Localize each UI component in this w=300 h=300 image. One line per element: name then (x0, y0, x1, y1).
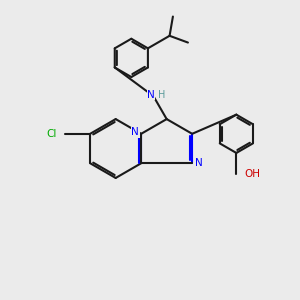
Text: H: H (158, 90, 165, 100)
Text: N: N (147, 90, 155, 100)
Text: OH: OH (244, 169, 261, 178)
Text: N: N (131, 127, 139, 137)
Text: Cl: Cl (46, 129, 57, 139)
Text: N: N (195, 158, 203, 168)
